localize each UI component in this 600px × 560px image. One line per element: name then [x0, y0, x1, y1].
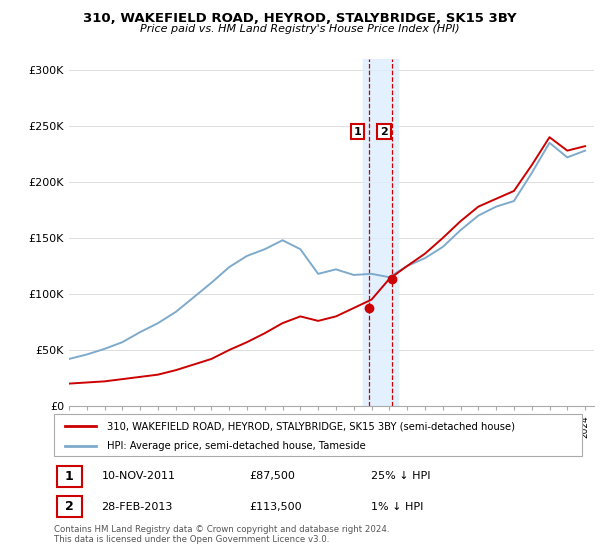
- Text: 10-NOV-2011: 10-NOV-2011: [101, 471, 176, 481]
- Text: 310, WAKEFIELD ROAD, HEYROD, STALYBRIDGE, SK15 3BY: 310, WAKEFIELD ROAD, HEYROD, STALYBRIDGE…: [83, 12, 517, 25]
- FancyBboxPatch shape: [54, 414, 582, 456]
- Text: 310, WAKEFIELD ROAD, HEYROD, STALYBRIDGE, SK15 3BY (semi-detached house): 310, WAKEFIELD ROAD, HEYROD, STALYBRIDGE…: [107, 421, 515, 431]
- Bar: [362, 59, 398, 406]
- Text: £87,500: £87,500: [250, 471, 295, 481]
- Text: 1: 1: [353, 127, 361, 137]
- Text: 1% ↓ HPI: 1% ↓ HPI: [371, 502, 423, 512]
- Text: £113,500: £113,500: [250, 502, 302, 512]
- FancyBboxPatch shape: [56, 465, 82, 487]
- Text: Price paid vs. HM Land Registry's House Price Index (HPI): Price paid vs. HM Land Registry's House …: [140, 24, 460, 34]
- Text: 1: 1: [65, 470, 74, 483]
- FancyBboxPatch shape: [56, 496, 82, 517]
- Text: 25% ↓ HPI: 25% ↓ HPI: [371, 471, 430, 481]
- Text: HPI: Average price, semi-detached house, Tameside: HPI: Average price, semi-detached house,…: [107, 441, 365, 451]
- Text: 28-FEB-2013: 28-FEB-2013: [101, 502, 173, 512]
- Text: Contains HM Land Registry data © Crown copyright and database right 2024.
This d: Contains HM Land Registry data © Crown c…: [54, 525, 389, 544]
- Text: 2: 2: [65, 500, 74, 513]
- Text: 2: 2: [380, 127, 388, 137]
